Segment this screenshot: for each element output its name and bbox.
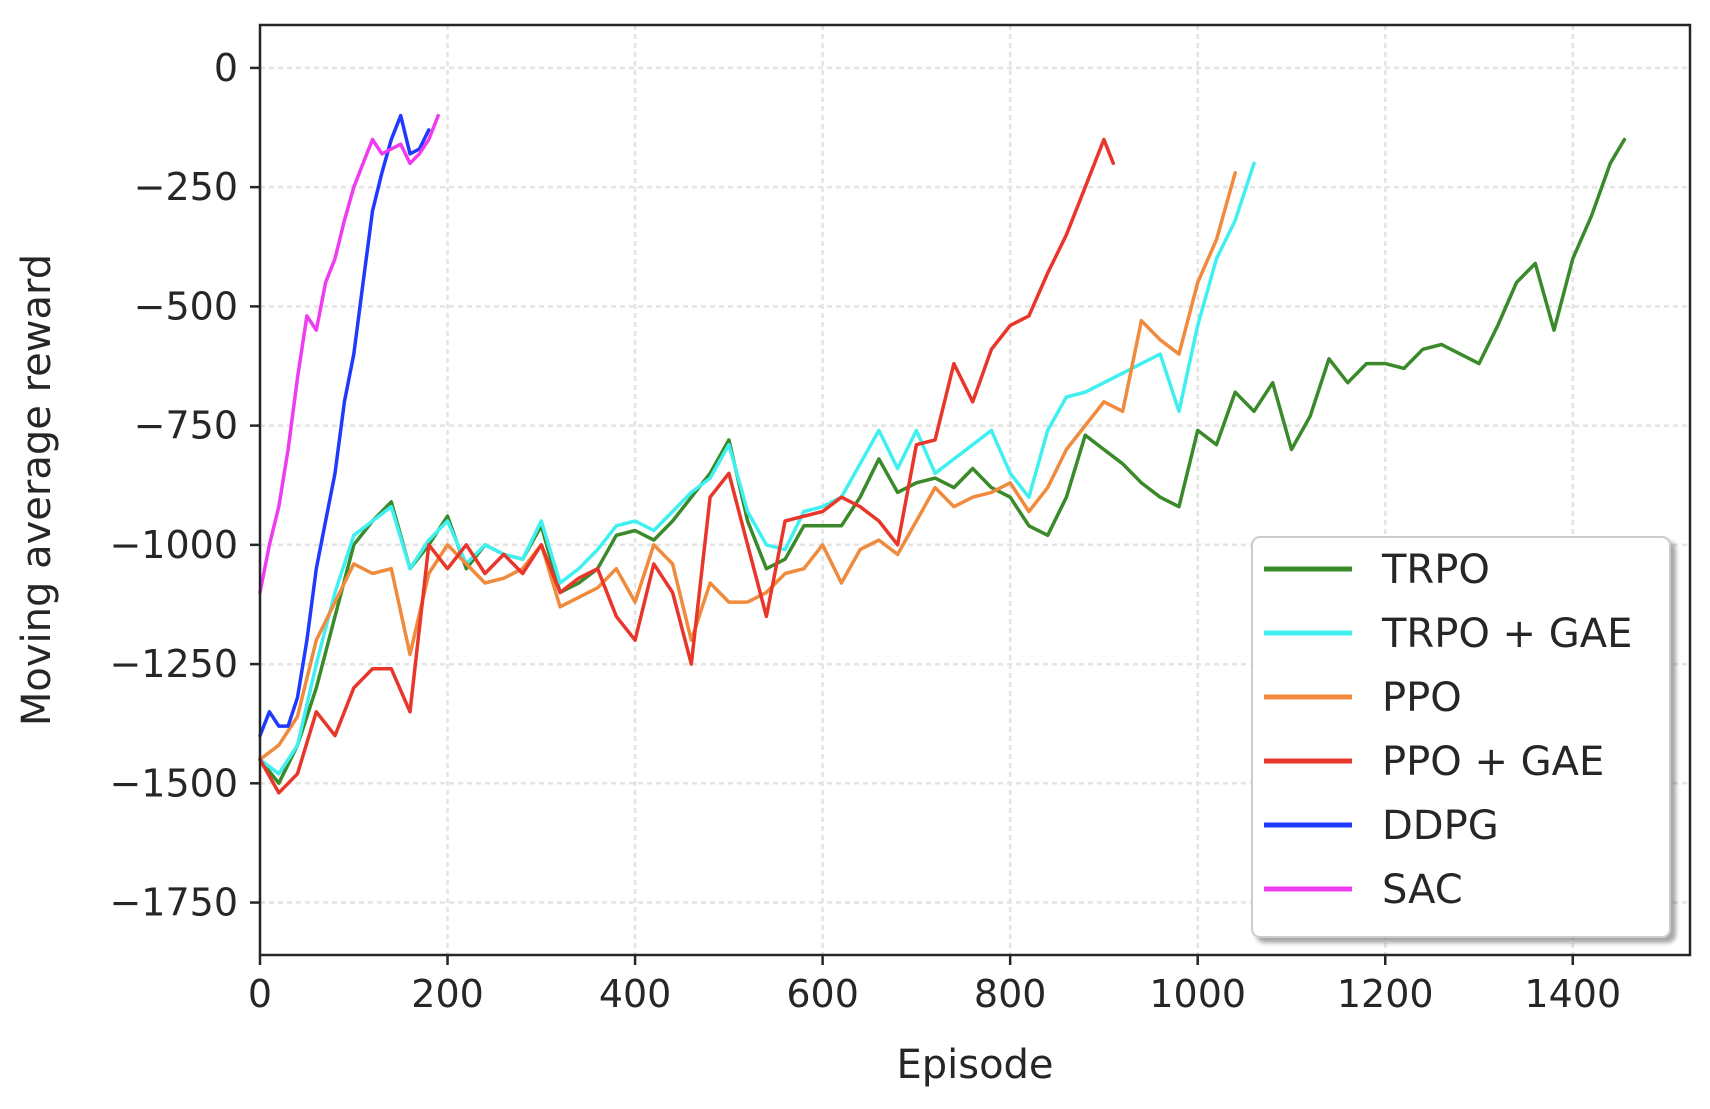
series-line [258, 113, 431, 738]
legend: TRPO TRPO + GAE PPO PPO + GAE DDPG SAC [1251, 536, 1671, 938]
legend-entry: TRPO + GAE [1264, 611, 1632, 657]
plot-frame [258, 23, 1692, 957]
legend-entry: PPO + GAE [1264, 739, 1604, 785]
y-tick-label: −250 [134, 165, 238, 209]
y-tick-label: −750 [134, 404, 238, 448]
series-sac [258, 113, 440, 595]
grid-lines [258, 25, 1690, 955]
y-tick-label: −1000 [109, 523, 238, 567]
y-tick-label: 0 [214, 46, 238, 90]
x-tick-label: 0 [248, 972, 272, 1016]
axis-ticks: 0 200 400 600 800 1000 1200 1400 0 −250 −500 −750 −1… [109, 46, 1621, 1016]
y-axis-label: Moving average reward [14, 254, 60, 726]
legend-entry: SAC [1264, 867, 1463, 913]
legend-label: TRPO [1381, 547, 1490, 593]
series-trpo-gae [258, 161, 1256, 776]
x-tick-label: 1000 [1149, 972, 1246, 1016]
x-tick-label: 1200 [1337, 972, 1434, 1016]
series-line [258, 137, 1116, 795]
legend-entry: TRPO [1264, 547, 1490, 593]
y-tick-label: −1250 [109, 642, 238, 686]
x-tick-label: 400 [599, 972, 672, 1016]
legend-box [1251, 536, 1671, 938]
y-tick-label: −1750 [109, 881, 238, 925]
series-ddpg [258, 113, 431, 738]
x-tick-label: 600 [786, 972, 859, 1016]
y-tick-label: −500 [134, 284, 238, 328]
legend-label: PPO + GAE [1382, 739, 1604, 785]
x-tick-label: 200 [411, 972, 484, 1016]
series-line [258, 161, 1256, 776]
series-layer [258, 113, 1627, 795]
series-ppo-gae [258, 137, 1116, 795]
legend-label: TRPO + GAE [1381, 611, 1632, 657]
legend-label: DDPG [1382, 803, 1499, 849]
y-tick-label: −1500 [109, 761, 238, 805]
series-line [258, 113, 440, 595]
legend-label: SAC [1382, 867, 1463, 913]
legend-entry: DDPG [1264, 803, 1499, 849]
legend-entry: PPO [1264, 675, 1462, 721]
x-tick-label: 1400 [1524, 972, 1621, 1016]
x-axis-label: Episode [896, 1042, 1053, 1088]
x-tick-label: 800 [974, 972, 1047, 1016]
legend-label: PPO [1382, 675, 1462, 721]
